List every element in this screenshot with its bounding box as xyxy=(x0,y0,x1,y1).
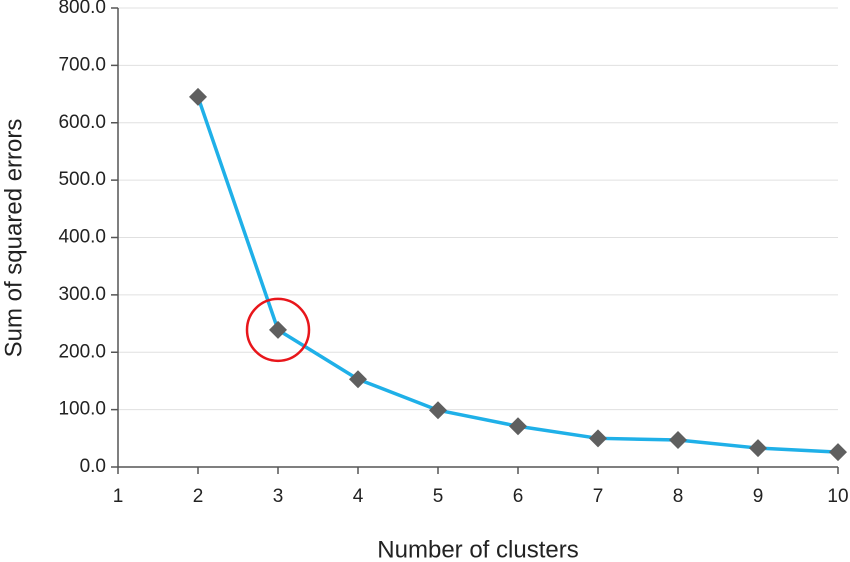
y-tick-label: 400.0 xyxy=(58,227,106,248)
x-tick-label: 1 xyxy=(113,486,124,507)
data-marker xyxy=(589,429,607,448)
data-line xyxy=(196,96,839,454)
x-axis-title: Number of clusters xyxy=(377,536,578,562)
data-marker xyxy=(269,320,287,339)
x-tick-label: 2 xyxy=(193,486,204,507)
data-marker xyxy=(429,401,447,420)
y-tick-label: 0.0 xyxy=(80,456,106,477)
y-tick-label: 300.0 xyxy=(58,284,106,305)
x-tick-label: 10 xyxy=(827,486,848,507)
y-tick-label: 700.0 xyxy=(58,54,106,75)
data-marker xyxy=(189,87,207,106)
x-tick-label: 7 xyxy=(593,486,604,507)
x-tick-label: 4 xyxy=(353,486,364,507)
data-marker xyxy=(669,431,687,450)
y-axis-title: Sum of squared errors xyxy=(0,119,27,358)
x-tick-label: 6 xyxy=(513,486,524,507)
y-tick-label: 800.0 xyxy=(58,0,106,18)
highlight-circle xyxy=(245,297,311,363)
data-marker xyxy=(829,443,847,462)
data-marker xyxy=(509,417,527,436)
y-tick-label: 600.0 xyxy=(58,112,106,133)
y-tick-label: 500.0 xyxy=(58,169,106,190)
x-tick-label: 5 xyxy=(433,486,444,507)
x-tick-label: 9 xyxy=(753,486,764,507)
x-tick-label: 3 xyxy=(273,486,284,507)
y-tick-label: 100.0 xyxy=(58,399,106,420)
y-tick-label: 200.0 xyxy=(58,341,106,362)
x-tick-label: 8 xyxy=(673,486,684,507)
data-marker xyxy=(749,439,767,458)
data-marker xyxy=(349,370,367,389)
